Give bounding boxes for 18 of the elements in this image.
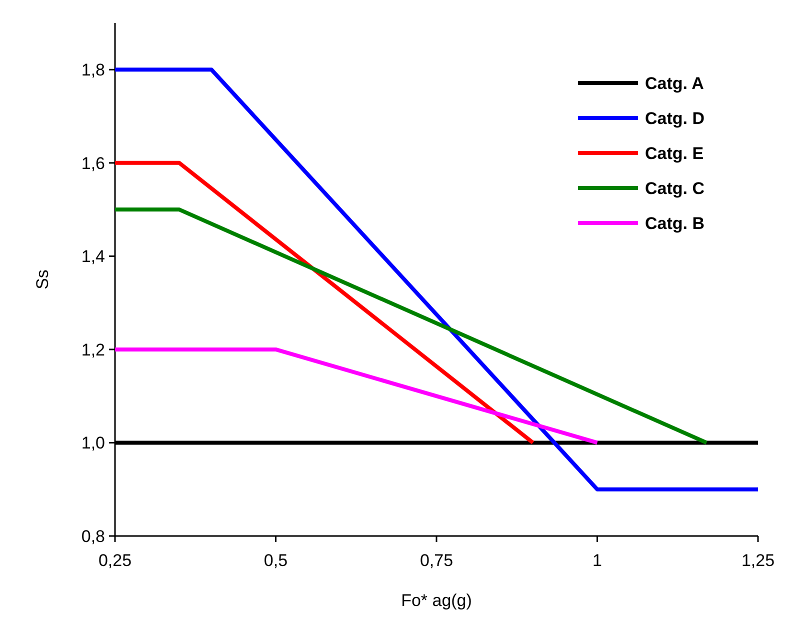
y-tick-label: 1,8 <box>81 60 105 80</box>
y-axis-title: Ss <box>33 270 52 290</box>
x-tick-label: 1,25 <box>741 551 775 570</box>
y-tick-label: 1,6 <box>81 154 105 173</box>
x-axis-title: Fo* ag(g) <box>401 591 472 610</box>
x-tick-label: 0,25 <box>98 551 132 570</box>
x-tick-label: 1 <box>592 551 602 570</box>
y-tick-label: 1,2 <box>81 340 105 360</box>
y-tick-label: 1,0 <box>81 434 105 453</box>
x-tick-label: 0,75 <box>420 551 454 570</box>
y-tick-label: 0,8 <box>81 526 105 546</box>
legend-label: Catg. B <box>645 214 704 233</box>
legend-label: Catg. C <box>645 178 704 198</box>
legend-label: Catg. A <box>645 74 704 93</box>
legend-label: Catg. E <box>645 144 704 163</box>
x-tick-label: 0,5 <box>264 551 288 570</box>
y-tick-label: 1,4 <box>81 247 105 266</box>
legend-label: Catg. D <box>645 108 704 128</box>
